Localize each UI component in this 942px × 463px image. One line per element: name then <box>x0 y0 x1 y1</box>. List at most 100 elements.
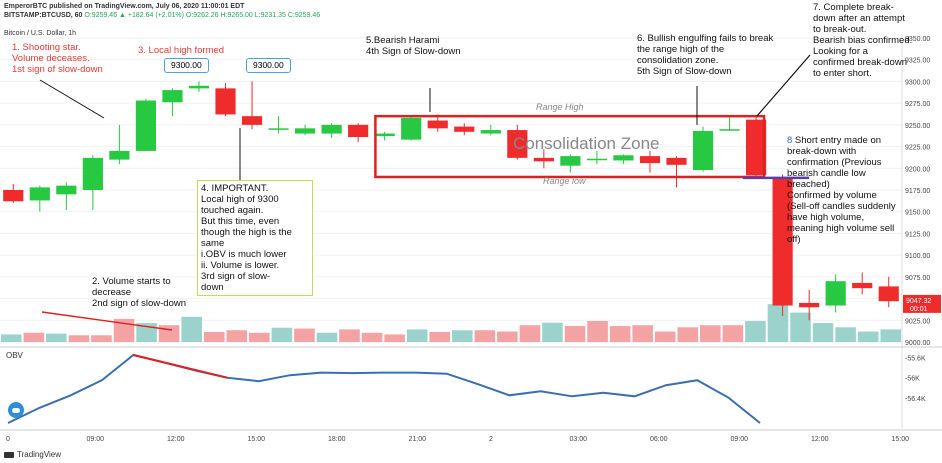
price-tick-label: 9175.00 <box>905 188 930 195</box>
annotation-8-text: Short entry made on break-down with conf… <box>787 135 896 245</box>
candle-body <box>852 282 873 289</box>
price-tick-label: 9350.00 <box>905 36 930 43</box>
volume-bar <box>835 327 856 342</box>
candle-body <box>162 90 183 103</box>
time-tick-label: 03:00 <box>570 436 588 443</box>
candle-body <box>215 88 236 115</box>
cloud-icon[interactable] <box>8 402 24 418</box>
annotation-8: 8 Short entry made on break-down with co… <box>787 124 905 245</box>
candle-body <box>746 119 767 176</box>
price-tick-label: 9275.00 <box>905 101 930 108</box>
callout-9300-a: 9300.00 <box>164 58 209 73</box>
candle-body <box>639 156 661 164</box>
candle-body <box>268 128 289 130</box>
volume-bar <box>654 331 676 342</box>
chart-title: Bitcoin / U.S. Dollar, 1h <box>4 30 76 37</box>
annotation-1: 1. Shooting star. Volume deceases. 1st s… <box>12 42 103 75</box>
price-tick-label: 9100.00 <box>905 253 930 260</box>
time-tick-label: 15:00 <box>248 436 266 443</box>
time-tick-label: 09:00 <box>731 436 749 443</box>
time-tick-label: 18:00 <box>328 436 346 443</box>
candle-body <box>666 157 687 165</box>
obv-tick-label: -56K <box>905 376 920 383</box>
time-tick-label: 09:00 <box>87 436 105 443</box>
current-price-tag <box>903 294 941 313</box>
volume-bar <box>271 327 293 342</box>
price-tick-label: 9125.00 <box>905 231 930 238</box>
volume-bar <box>1 334 22 342</box>
volume-bar <box>226 330 248 342</box>
price-tick-label: 9325.00 <box>905 58 930 65</box>
volume-bar <box>429 331 450 342</box>
price-tick-label: 9000.00 <box>905 340 930 347</box>
volume-bar <box>632 325 653 342</box>
volume-bar <box>406 329 428 342</box>
time-tick-label: 06:00 <box>650 436 668 443</box>
candle-body <box>241 116 263 125</box>
volume-bar <box>700 325 721 342</box>
volume-bar <box>474 330 496 342</box>
candle-body <box>878 286 899 302</box>
candle-body <box>3 190 24 202</box>
candle-body <box>480 130 501 134</box>
arrow-2 <box>41 311 173 331</box>
price-tick-label: 9025.00 <box>905 318 930 325</box>
chart-header-line2: BITSTAMP:BTCUSD, 60 O:9259.46 ▲ +182.64 … <box>4 12 320 19</box>
candle-body <box>295 128 316 134</box>
arrow-7 <box>756 54 811 117</box>
time-tick-label: 12:00 <box>811 436 829 443</box>
candle-body <box>586 158 607 161</box>
candle-body <box>427 120 448 129</box>
volume-bar <box>158 325 180 342</box>
candle-body <box>109 150 130 160</box>
candle-body <box>401 117 422 140</box>
obv-tick-label: -55.6K <box>905 356 926 363</box>
volume-bar <box>745 321 766 342</box>
candle-body <box>692 130 714 171</box>
obv-tick-label: -56.4K <box>905 396 926 403</box>
annotation-4-box: 4. IMPORTANT. Local high of 9300 touched… <box>197 180 313 296</box>
consolidation-zone-box <box>374 114 766 179</box>
annotation-5: 5.Bearish Harami 4th Sign of Slow-down <box>366 35 461 57</box>
volume-bar <box>249 332 270 342</box>
volume-bar <box>46 333 67 342</box>
volume-bar <box>384 334 405 342</box>
volume-bar <box>564 326 586 342</box>
volume-bar <box>609 326 631 342</box>
candle-body <box>533 157 554 162</box>
candle-body <box>348 124 369 138</box>
volume-bar <box>677 327 699 342</box>
time-tick-label: 0 <box>6 436 10 443</box>
volume-bar <box>361 332 383 342</box>
countdown-label: 00:01 <box>910 306 928 313</box>
volume-bar <box>68 335 90 342</box>
volume-bar <box>812 323 834 342</box>
volume-bar <box>542 322 563 342</box>
chart-header-line1: EmperorBTC published on TradingView.com,… <box>4 3 245 10</box>
candle-body <box>507 130 528 158</box>
price-tick-label: 9250.00 <box>905 123 930 130</box>
price-tick-label: 9075.00 <box>905 275 930 282</box>
candle-body <box>772 176 793 306</box>
candle-body <box>825 281 846 306</box>
candle-body <box>613 155 634 161</box>
callout-9300-b: 9300.00 <box>246 58 291 73</box>
volume-bar <box>519 325 541 342</box>
range-low-label: Range low <box>543 176 586 186</box>
candle-body <box>188 85 210 89</box>
volume-bar <box>339 329 360 342</box>
candle-body <box>56 185 77 195</box>
tradingview-footer: TradingView <box>4 450 61 459</box>
tradingview-label: TradingView <box>17 450 62 459</box>
ohlc-values: O:9259.46 ▲ +182.64 (+2.01%) O:9262.26 H… <box>84 12 321 19</box>
annotation-3: 3. Local high formed <box>138 45 225 56</box>
obv-label: OBV <box>6 351 23 360</box>
time-tick-label: 21:00 <box>409 436 427 443</box>
volume-bar <box>587 321 608 342</box>
volume-bar <box>203 331 225 342</box>
symbol-label: BITSTAMP:BTCUSD, 60 <box>4 12 83 19</box>
volume-bar <box>767 304 789 342</box>
obv-line <box>7 353 761 424</box>
price-tick-label: 9300.00 <box>905 79 930 86</box>
